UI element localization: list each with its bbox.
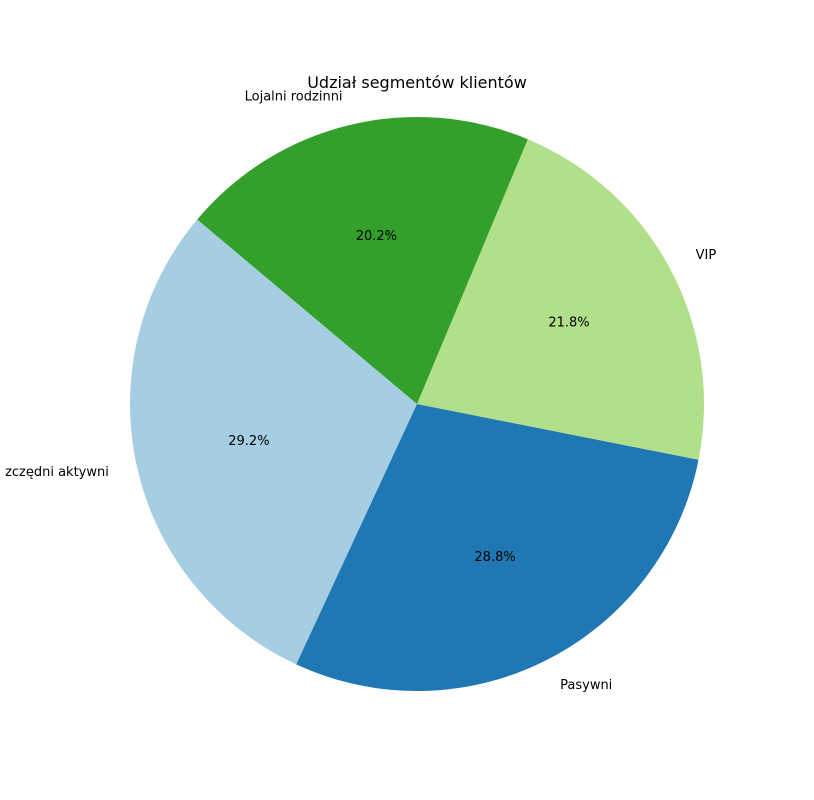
slice-label-vip: VIP: [696, 248, 717, 263]
pie-slice-lojalni-rodzinni: [197, 117, 528, 404]
pie-slice-pasywni: [296, 404, 699, 691]
slice-label-oszczedni-aktywni: zczędni aktywni: [5, 465, 109, 480]
pct-label-pasywni: 28.8%: [474, 550, 515, 565]
pct-label-vip: 21.8%: [548, 316, 589, 331]
pie-labels: zczędni aktywni 29.2% Pasywni 28.8% VIP 21.8%…: [5, 90, 716, 693]
pie-slices: [130, 117, 704, 691]
pie-slice-oszczedni-aktywni: [130, 219, 417, 665]
slice-label-pasywni: Pasywni: [560, 678, 612, 693]
pie-slice-vip: [417, 139, 704, 460]
pct-label-oszczedni-aktywni: 29.2%: [228, 434, 269, 449]
pct-label-lojalni-rodzinni: 20.2%: [356, 229, 397, 244]
slice-label-lojalni-rodzinni: Lojalni rodzinni: [245, 90, 343, 105]
chart-title: Udział segmentów klientów: [307, 73, 527, 92]
